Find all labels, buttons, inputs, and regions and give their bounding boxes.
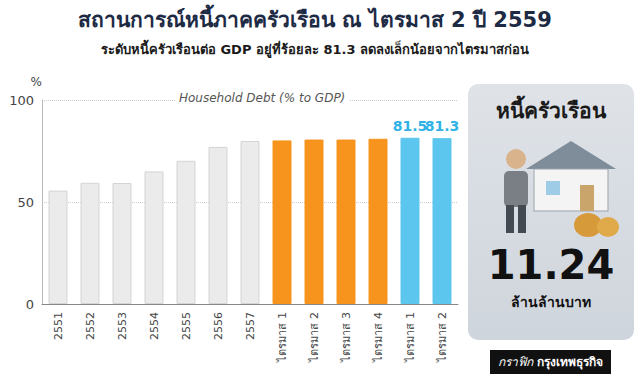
svg-text:2551: 2551 <box>52 312 65 340</box>
svg-text:2555: 2555 <box>180 312 193 340</box>
html-text:11.24: 11.24 <box>487 242 615 288</box>
svg-text:%: % <box>31 75 42 89</box>
html-text:ล้านล้านบาท: ล้านล้านบาท <box>511 294 591 310</box>
svg-text:81.5: 81.5 <box>393 118 428 134</box>
svg-text:ไตรมาส 1: ไตรมาส 1 <box>404 312 417 363</box>
svg-text:ไตรมาส 3: ไตรมาส 3 <box>340 312 353 363</box>
svg-text:Household Debt (% to GDP): Household Debt (% to GDP) <box>179 91 345 105</box>
svg-text:ระดับหนี้ครัวเรือนต่อ GDP อยู่: ระดับหนี้ครัวเรือนต่อ GDP อยู่ที่ร้อยละ … <box>101 39 529 58</box>
svg-text:2552: 2552 <box>84 312 97 340</box>
svg-text:2557: 2557 <box>244 312 257 340</box>
svg-text:ไตรมาส 1: ไตรมาส 1 <box>276 312 289 363</box>
svg-text:ไตรมาส 2: ไตรมาส 2 <box>308 312 321 363</box>
svg-text:81.3: 81.3 <box>425 118 460 134</box>
svg-text:50: 50 <box>17 195 34 210</box>
svg-text:ไตรมาส 4: ไตรมาส 4 <box>372 312 385 363</box>
svg-text:0: 0 <box>26 297 34 312</box>
svg-text:ไตรมาส 2: ไตรมาส 2 <box>436 312 449 363</box>
svg-text:สถานการณ์หนี้ภาคครัวเรือน ณ ไต: สถานการณ์หนี้ภาคครัวเรือน ณ ไตรมาส 2 ปี … <box>78 4 552 32</box>
svg-text:2556: 2556 <box>212 312 225 340</box>
svg-text:2554: 2554 <box>148 312 161 340</box>
svg-text:2553: 2553 <box>116 312 129 340</box>
svg-text:100: 100 <box>9 93 34 108</box>
html-text:หนี้ครัวเรือน: หนี้ครัวเรือน <box>496 99 606 123</box>
html-text:กราฟิก กรุงเทพธุรกิจ: กราฟิก กรุงเทพธุรกิจ <box>498 355 604 369</box>
